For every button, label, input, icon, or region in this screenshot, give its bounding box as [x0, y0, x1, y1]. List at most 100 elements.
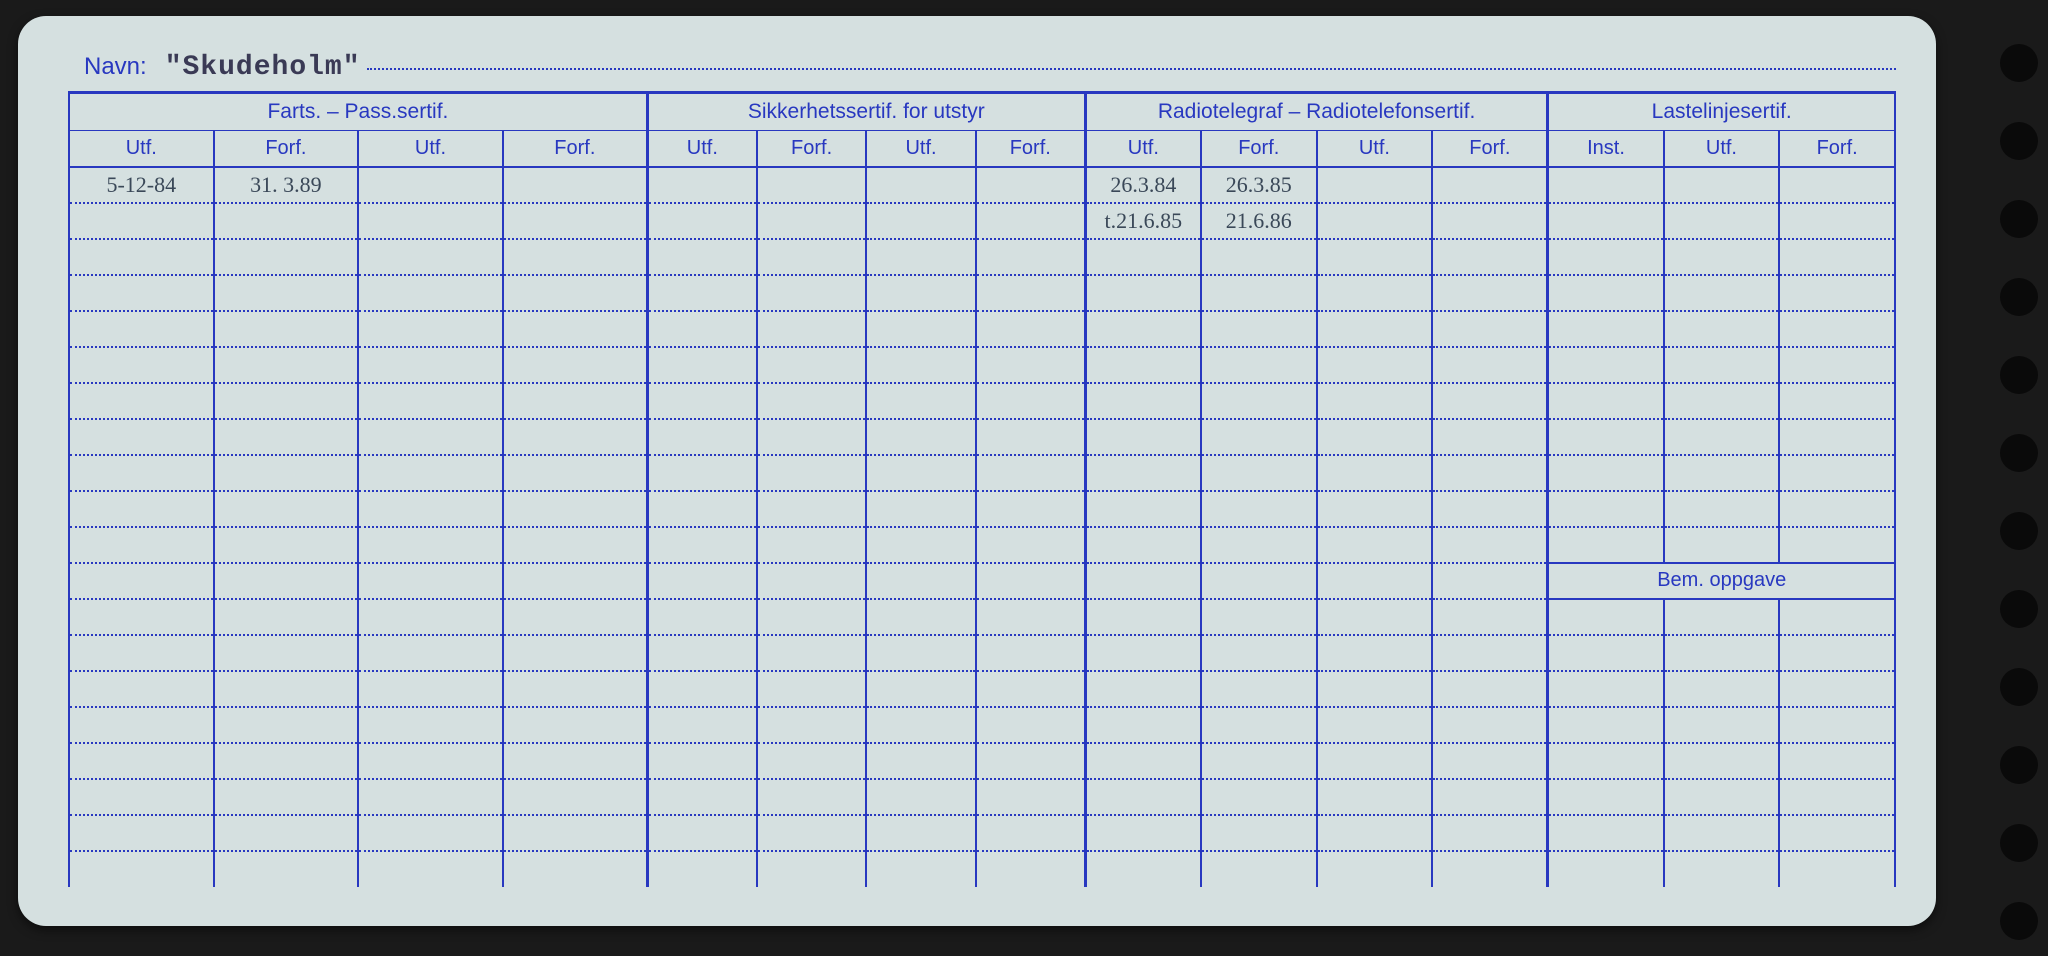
- cell: [1201, 743, 1317, 779]
- cell: [503, 419, 648, 455]
- cell: [214, 671, 359, 707]
- cell: [757, 203, 866, 239]
- cell: [358, 563, 503, 599]
- cell: [358, 671, 503, 707]
- cell: [69, 563, 214, 599]
- cell: [1432, 779, 1548, 815]
- cell: [1317, 203, 1433, 239]
- cell: [1779, 491, 1895, 527]
- cell: [757, 311, 866, 347]
- cell: [1432, 167, 1548, 203]
- cell: [866, 815, 975, 851]
- binder-hole: [2000, 200, 2038, 238]
- cell: [358, 347, 503, 383]
- cell: [647, 419, 756, 455]
- cell: [1548, 743, 1664, 779]
- cell: [503, 599, 648, 635]
- cell: [503, 527, 648, 563]
- cell: [69, 527, 214, 563]
- group-lastelinje: Lastelinjesertif.: [1548, 93, 1895, 131]
- cell: [503, 743, 648, 779]
- cell: [1085, 347, 1201, 383]
- cell: [866, 563, 975, 599]
- sub-header-row: Utf. Forf. Utf. Forf. Utf. Forf. Utf. Fo…: [69, 131, 1895, 167]
- cell: [757, 275, 866, 311]
- cell: [358, 599, 503, 635]
- table-body: 5-12-8431. 3.8926.3.8426.3.85t.21.6.8521…: [69, 167, 1895, 887]
- cell: [1664, 707, 1780, 743]
- cell: [503, 455, 648, 491]
- cell: [647, 599, 756, 635]
- cell: [1085, 311, 1201, 347]
- col-forf: Forf.: [757, 131, 866, 167]
- cell: [214, 527, 359, 563]
- cell: [358, 527, 503, 563]
- cell: [647, 563, 756, 599]
- cell: [1432, 275, 1548, 311]
- cell: [976, 635, 1085, 671]
- cell: [1432, 527, 1548, 563]
- col-forf: Forf.: [214, 131, 359, 167]
- cell: [214, 383, 359, 419]
- binder-hole: [2000, 434, 2038, 472]
- cell: [1548, 275, 1664, 311]
- table-row: [69, 347, 1895, 383]
- cell: [1432, 635, 1548, 671]
- cell: [866, 203, 975, 239]
- cell: [1317, 599, 1433, 635]
- cell: [647, 707, 756, 743]
- cell: [1201, 239, 1317, 275]
- cell: [214, 599, 359, 635]
- cell: [214, 419, 359, 455]
- cell: [1201, 491, 1317, 527]
- cell: [1432, 419, 1548, 455]
- cell: [1317, 635, 1433, 671]
- cell: [214, 203, 359, 239]
- cell: [1085, 635, 1201, 671]
- cell: [503, 275, 648, 311]
- cell: [1201, 851, 1317, 887]
- cell: [1317, 779, 1433, 815]
- cell: [1085, 671, 1201, 707]
- cell: [503, 347, 648, 383]
- cell: [1432, 599, 1548, 635]
- cell: [1548, 203, 1664, 239]
- table-row: [69, 815, 1895, 851]
- binder-hole: [2000, 278, 2038, 316]
- cell: [1085, 743, 1201, 779]
- cell: [1085, 815, 1201, 851]
- cell: [757, 779, 866, 815]
- cell: t.21.6.85: [1085, 203, 1201, 239]
- group-radio: Radiotelegraf – Radiotelefonsertif.: [1085, 93, 1548, 131]
- cell: [214, 707, 359, 743]
- cell: [866, 671, 975, 707]
- cell: [866, 347, 975, 383]
- table-row: [69, 527, 1895, 563]
- table-row: [69, 455, 1895, 491]
- cell: [1664, 167, 1780, 203]
- cell: [1317, 851, 1433, 887]
- table-row: [69, 671, 1895, 707]
- cell: [757, 671, 866, 707]
- cell: [757, 599, 866, 635]
- col-utf: Utf.: [358, 131, 503, 167]
- cell: [1201, 779, 1317, 815]
- table-row: [69, 779, 1895, 815]
- cell: [69, 779, 214, 815]
- cell: [69, 239, 214, 275]
- cell: [976, 563, 1085, 599]
- cell: 5-12-84: [69, 167, 214, 203]
- cell: [1664, 527, 1780, 563]
- cell: [1664, 455, 1780, 491]
- cell: [1779, 635, 1895, 671]
- index-card: Navn: "Skudeholm" Farts. – Pass.sertif. …: [18, 16, 1936, 926]
- cell: [866, 743, 975, 779]
- cell: [1085, 275, 1201, 311]
- col-forf: Forf.: [503, 131, 648, 167]
- cell: [1779, 167, 1895, 203]
- cell: [69, 815, 214, 851]
- cell: [976, 671, 1085, 707]
- cell: 21.6.86: [1201, 203, 1317, 239]
- cell: [1548, 815, 1664, 851]
- binder-hole: [2000, 590, 2038, 628]
